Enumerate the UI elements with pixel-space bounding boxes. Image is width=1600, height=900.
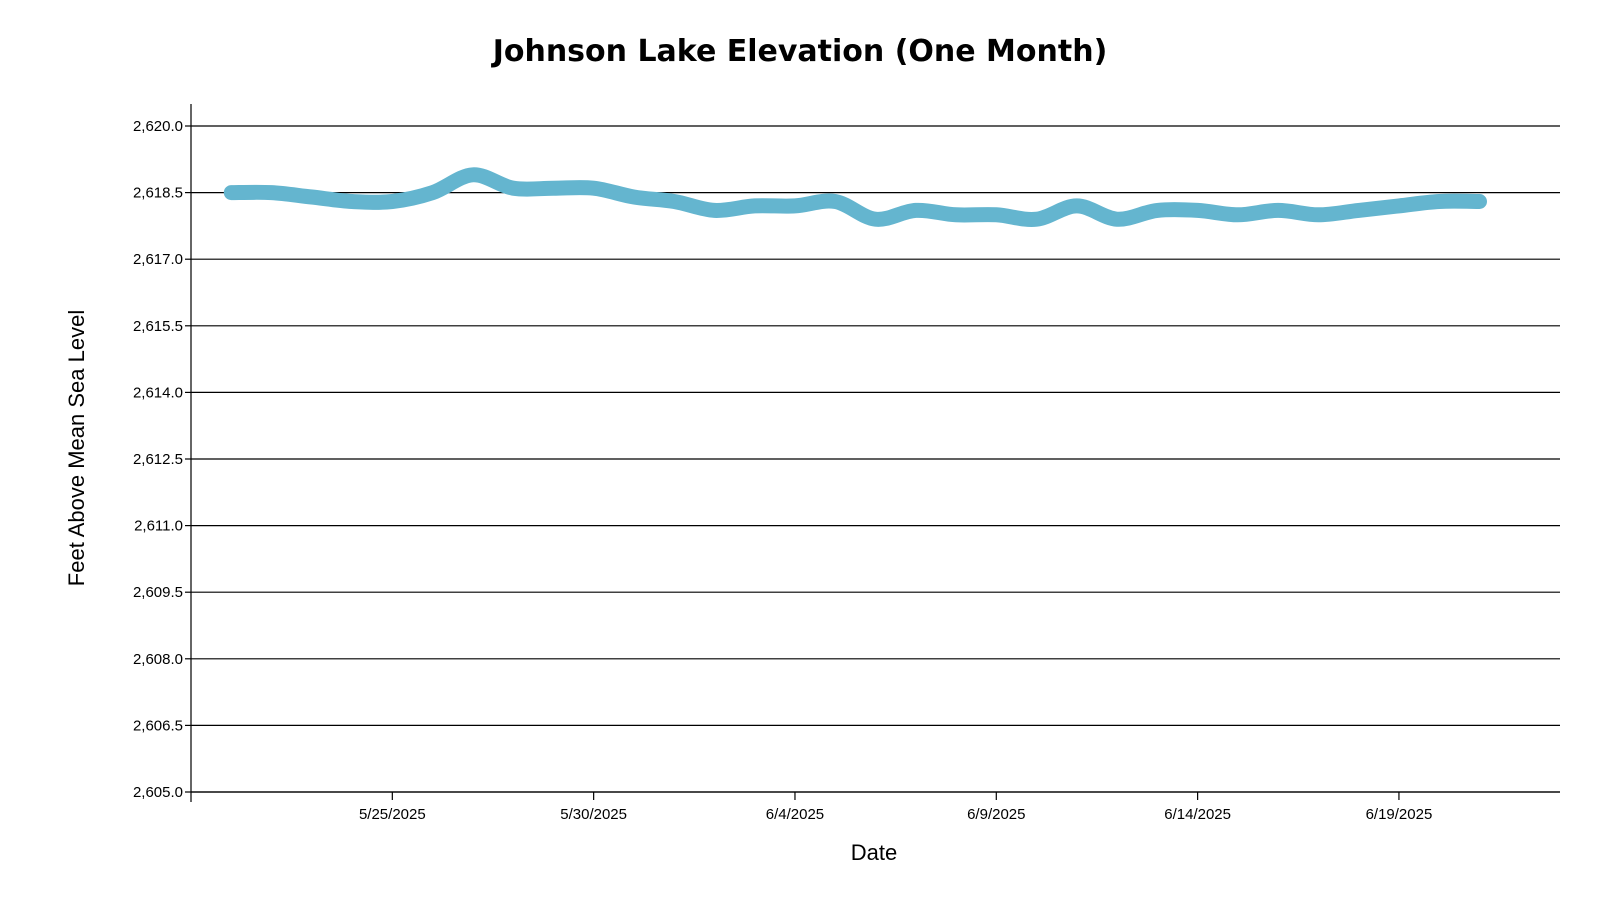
axes (190, 104, 1560, 802)
y-tick-label: 2,614.0 (133, 384, 183, 401)
elevation-series-line (223, 167, 1487, 227)
x-tick-label: 6/19/2025 (1366, 806, 1433, 823)
y-tick-label: 2,605.0 (133, 784, 183, 801)
y-tick-label: 2,620.0 (133, 118, 183, 135)
x-tick-label: 6/4/2025 (766, 806, 824, 823)
y-tick-label: 2,617.0 (133, 251, 183, 268)
y-tick-label: 2,608.0 (133, 651, 183, 668)
gridlines (191, 125, 1560, 793)
y-tick-label: 2,606.5 (133, 717, 183, 734)
x-tick-label: 5/30/2025 (560, 806, 627, 823)
x-axis-ticks: 5/25/2025 5/30/2025 6/4/2025 6/9/2025 6/14/2… (359, 792, 1432, 823)
y-tick-label: 2,609.5 (133, 584, 183, 601)
y-axis-label: Feet Above Mean Sea Level (64, 310, 89, 586)
x-tick-label: 6/14/2025 (1164, 806, 1231, 823)
y-axis-ticks: 2,605.0 2,606.5 2,608.0 2,609.5 2,611.0 2,612… (133, 118, 191, 801)
chart-title: Johnson Lake Elevation (One Month) (491, 34, 1108, 69)
series-layer (223, 167, 1487, 227)
x-tick-label: 5/25/2025 (359, 806, 426, 823)
x-axis-label: Date (851, 840, 897, 865)
y-tick-label: 2,618.5 (133, 185, 183, 202)
y-tick-label: 2,612.5 (133, 451, 183, 468)
y-tick-label: 2,611.0 (134, 518, 183, 535)
x-tick-label: 6/9/2025 (967, 806, 1025, 823)
y-tick-label: 2,615.5 (133, 318, 183, 335)
